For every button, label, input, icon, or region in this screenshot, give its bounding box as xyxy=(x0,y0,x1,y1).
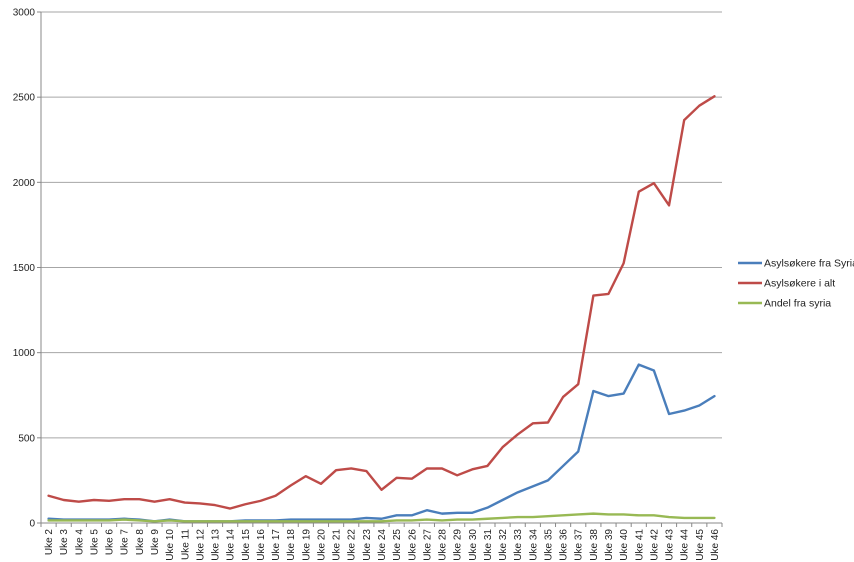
x-tick-label: Uke 45 xyxy=(695,529,706,561)
x-tick-label: Uke 4 xyxy=(74,529,85,556)
x-tick-label: Uke 29 xyxy=(453,529,464,561)
legend-label: Asylsøkere fra Syria xyxy=(764,258,854,270)
x-tick-label: Uke 31 xyxy=(483,529,494,561)
y-tick-label: 1500 xyxy=(13,263,36,274)
series-line-3 xyxy=(47,512,716,523)
x-tick-label: Uke 20 xyxy=(316,529,327,561)
x-tick-label: Uke 40 xyxy=(619,529,630,561)
x-tick-label: Uke 37 xyxy=(574,529,585,561)
legend-item: Asylsøkere i alt xyxy=(738,278,835,290)
y-tick-label: 500 xyxy=(18,433,35,444)
x-tick-label: Uke 19 xyxy=(301,529,312,561)
x-tick-label: Uke 28 xyxy=(438,529,449,561)
x-tick-label: Uke 16 xyxy=(256,529,267,561)
x-tick-label: Uke 26 xyxy=(407,529,418,561)
x-tick-label: Uke 22 xyxy=(347,529,358,561)
x-tick-label: Uke 30 xyxy=(468,529,479,561)
x-axis-ticks: Uke 2 Uke 3 Uke 4 Uke 5 Uke 6 Uke 7 Uke 8 Uke 9… xyxy=(40,523,723,561)
y-axis-ticks: 0 500 1000 1500 2000 2500 3000 xyxy=(13,8,41,530)
legend-label: Asylsøkere i alt xyxy=(764,278,835,290)
x-tick-label: Uke 18 xyxy=(286,529,297,561)
x-tick-label: Uke 39 xyxy=(604,529,615,561)
legend-item: Andel fra syria xyxy=(738,298,831,310)
x-tick-label: Uke 43 xyxy=(665,529,676,561)
x-tick-label: Uke 27 xyxy=(422,529,433,561)
x-tick-label: Uke 46 xyxy=(710,529,721,561)
legend-label: Andel fra syria xyxy=(764,298,831,310)
x-tick-label: Uke 24 xyxy=(377,529,388,561)
series-line-1 xyxy=(47,363,716,523)
legend: Asylsøkere fra Syria Asylsøkere i alt Ande… xyxy=(738,258,854,310)
x-tick-label: Uke 12 xyxy=(195,529,206,561)
x-tick-label: Uke 41 xyxy=(634,529,645,561)
x-tick-label: Uke 15 xyxy=(241,529,252,561)
series-line-2 xyxy=(47,95,716,510)
x-tick-label: Uke 44 xyxy=(680,529,691,561)
x-tick-label: Uke 2 xyxy=(44,529,55,556)
x-tick-label: Uke 3 xyxy=(59,529,70,556)
y-tick-label: 1000 xyxy=(13,348,36,359)
x-tick-label: Uke 17 xyxy=(271,529,282,561)
x-tick-label: Uke 35 xyxy=(543,529,554,561)
x-tick-label: Uke 25 xyxy=(392,529,403,561)
x-tick-label: Uke 10 xyxy=(165,529,176,561)
x-tick-label: Uke 42 xyxy=(649,529,660,561)
x-tick-label: Uke 36 xyxy=(559,529,570,561)
x-tick-label: Uke 6 xyxy=(105,529,116,556)
legend-item: Asylsøkere fra Syria xyxy=(738,258,854,270)
x-tick-label: Uke 5 xyxy=(89,529,100,556)
series-lines xyxy=(47,95,716,523)
x-tick-label: Uke 13 xyxy=(211,529,222,561)
y-tick-label: 3000 xyxy=(13,8,36,19)
x-tick-label: Uke 38 xyxy=(589,529,600,561)
x-tick-label: Uke 9 xyxy=(150,529,161,556)
y-tick-label: 0 xyxy=(29,519,35,530)
x-tick-label: Uke 32 xyxy=(498,529,509,561)
x-tick-label: Uke 34 xyxy=(528,529,539,561)
x-tick-label: Uke 23 xyxy=(362,529,373,561)
x-tick-label: Uke 21 xyxy=(332,529,343,561)
x-tick-label: Uke 8 xyxy=(135,529,146,556)
x-tick-label: Uke 7 xyxy=(120,529,131,556)
gridlines xyxy=(41,11,722,439)
y-tick-label: 2500 xyxy=(13,93,36,104)
x-tick-label: Uke 33 xyxy=(513,529,524,561)
y-tick-label: 2000 xyxy=(13,178,36,189)
x-tick-label: Uke 14 xyxy=(226,529,237,561)
x-tick-label: Uke 11 xyxy=(180,529,191,560)
